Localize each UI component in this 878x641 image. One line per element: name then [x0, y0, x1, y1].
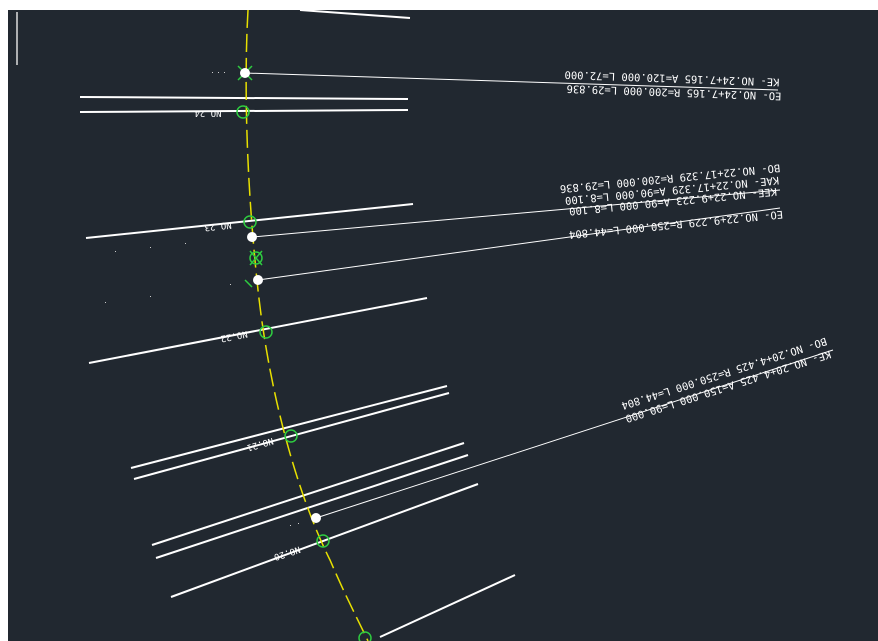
- dot: [230, 284, 231, 285]
- dot: [290, 525, 291, 526]
- cross-line: [79, 109, 409, 113]
- alignment: [245, 9, 369, 641]
- dot: [224, 72, 225, 73]
- station-marker: [243, 215, 257, 229]
- dot: [150, 296, 151, 297]
- model-space: [8, 10, 878, 641]
- station-marker: [249, 251, 263, 265]
- cross-line: [88, 297, 428, 364]
- cross-lines: [79, 9, 516, 638]
- station-marker: [236, 105, 250, 119]
- cross-line: [379, 574, 516, 638]
- leaders: [244, 72, 834, 519]
- leader-line: [315, 349, 834, 519]
- key-point: [253, 275, 263, 285]
- cross-line: [85, 203, 414, 239]
- key-points: [240, 68, 321, 523]
- dots: [105, 72, 299, 526]
- cross-line: [155, 454, 469, 559]
- station-marker: [284, 429, 298, 443]
- cross-line: [170, 483, 479, 598]
- dot: [218, 72, 219, 73]
- dot: [150, 247, 151, 248]
- key-point: [240, 68, 250, 78]
- station-marker: [358, 631, 372, 641]
- cross-line: [79, 96, 409, 100]
- dot: [212, 72, 213, 73]
- dot: [115, 251, 116, 252]
- dot: [185, 243, 186, 244]
- key-point: [311, 513, 321, 523]
- leader-line: [257, 207, 781, 281]
- leader-line: [251, 189, 781, 238]
- cross-line: [151, 442, 465, 546]
- markers: [105, 65, 372, 641]
- station-label: NO.24: [194, 108, 221, 118]
- dot: [298, 523, 299, 524]
- dot: [105, 302, 106, 303]
- cross-line: [133, 392, 450, 480]
- station-label: NO.23: [204, 219, 232, 232]
- station-marker: [316, 534, 330, 548]
- leader-line: [244, 72, 779, 91]
- cross-line: [130, 385, 448, 469]
- station-marker: [259, 325, 273, 339]
- cross-line: [299, 9, 411, 19]
- key-point: [247, 232, 257, 242]
